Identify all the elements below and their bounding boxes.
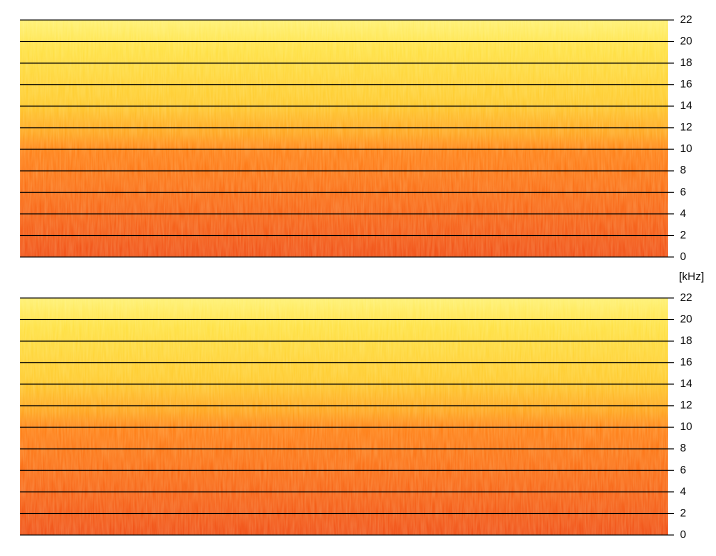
- spectrogram-texture: [20, 298, 668, 535]
- y-tick-label: 10: [680, 421, 692, 433]
- y-tick-label: 16: [680, 79, 692, 91]
- y-tick-label: 4: [680, 208, 686, 220]
- y-tick-label: 12: [680, 400, 692, 412]
- y-tick-label: 16: [680, 357, 692, 369]
- y-tick-label: 6: [680, 464, 686, 476]
- y-tick-label: 20: [680, 313, 692, 325]
- y-tick-label: 8: [680, 443, 686, 455]
- y-tick-label: 12: [680, 122, 692, 134]
- y-tick-label: 0: [680, 529, 686, 541]
- y-tick-label: 0: [680, 251, 686, 263]
- y-tick-label: 14: [680, 100, 692, 112]
- y-tick-label: 20: [680, 35, 692, 47]
- y-tick-label: 8: [680, 165, 686, 177]
- y-tick-label: 14: [680, 378, 692, 390]
- spectrogram-texture: [20, 20, 668, 257]
- y-tick-label: 22: [680, 292, 692, 304]
- y-tick-label: 10: [680, 143, 692, 155]
- y-tick-label: 18: [680, 57, 692, 69]
- y-tick-label: 2: [680, 507, 686, 519]
- y-tick-label: 2: [680, 229, 686, 241]
- y-tick-label: 4: [680, 486, 686, 498]
- y-tick-label: 22: [680, 14, 692, 26]
- y-tick-label: 6: [680, 186, 686, 198]
- y-axis-label: [kHz]: [679, 271, 704, 283]
- y-tick-label: 18: [680, 335, 692, 347]
